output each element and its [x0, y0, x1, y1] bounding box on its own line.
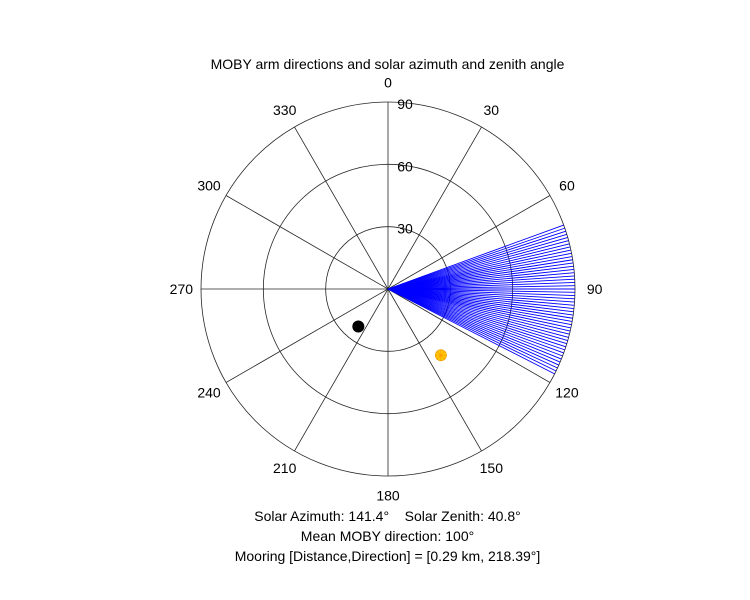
arm-line-11	[387, 259, 573, 290]
spoke-300	[225, 195, 389, 290]
arm-line-8	[387, 249, 572, 290]
arm-line-3	[387, 233, 567, 290]
arm-line-16	[387, 275, 575, 290]
arm-line-12	[387, 262, 574, 290]
arm-line-32	[387, 288, 572, 329]
spoke-60	[387, 195, 551, 290]
angle-label-30: 30	[484, 102, 500, 118]
angle-label-90: 90	[587, 281, 603, 297]
arm-line-25	[387, 288, 575, 306]
angle-label-270: 270	[170, 281, 194, 297]
angle-label-330: 330	[273, 102, 297, 118]
sun-marker	[434, 349, 447, 362]
arm-line-7	[387, 246, 571, 290]
angle-label-180: 180	[376, 488, 400, 504]
arm-line-1	[387, 227, 565, 290]
spoke-120	[387, 288, 551, 383]
arm-line-38	[387, 288, 566, 348]
spoke-210	[294, 288, 389, 452]
arm-line-14	[387, 269, 575, 290]
arm-line-13	[387, 265, 574, 290]
radius-label-30: 30	[397, 221, 413, 237]
radius-label-60: 60	[397, 158, 413, 174]
angle-label-240: 240	[197, 384, 221, 400]
arm-line-45	[387, 288, 558, 369]
arm-line-42	[387, 288, 562, 360]
angle-label-60: 60	[559, 178, 575, 194]
angle-label-0: 0	[384, 74, 392, 90]
arm-line-0	[387, 224, 564, 290]
arm-line-9	[387, 252, 572, 290]
arm-line-29	[387, 288, 573, 319]
arm-line-19	[387, 285, 575, 290]
arm-line-36	[387, 288, 568, 341]
arm-line-41	[387, 288, 563, 357]
arm-line-39	[387, 288, 565, 351]
arm-line-30	[387, 288, 573, 322]
arm-line-27	[387, 288, 574, 313]
mooring-caption: Mooring [Distance,Direction] = [0.29 km,…	[234, 548, 541, 564]
arm-line-2	[387, 230, 566, 290]
arm-line-35	[387, 288, 569, 338]
solar-caption: Solar Azimuth: 141.4° Solar Zenith: 40.8…	[254, 508, 521, 524]
angle-label-120: 120	[555, 384, 579, 400]
arm-line-5	[387, 240, 569, 290]
tick-labels: 0 30 60 90 120 150 180 210 240 270 300 330 30 60 90	[170, 74, 603, 503]
arm-line-6	[387, 243, 570, 290]
arm-line-37	[387, 288, 567, 345]
arm-line-33	[387, 288, 571, 332]
arm-directions	[387, 224, 575, 375]
spoke-330	[294, 126, 389, 290]
radius-label-90: 90	[397, 96, 413, 112]
arm-line-46	[387, 288, 557, 372]
arm-line-26	[387, 288, 575, 309]
arm-line-23	[387, 288, 575, 300]
moby-direction-caption: Mean MOBY direction: 100°	[300, 528, 475, 544]
angle-label-300: 300	[197, 178, 221, 194]
arm-line-43	[387, 288, 561, 363]
arm-line-24	[387, 288, 575, 303]
arm-line-15	[387, 272, 575, 290]
angle-label-150: 150	[480, 460, 504, 476]
arm-line-18	[387, 282, 575, 290]
arm-line-4	[387, 237, 568, 290]
spoke-150	[387, 288, 482, 452]
chart-title: MOBY arm directions and solar azimuth an…	[210, 56, 565, 72]
arm-line-47	[387, 288, 555, 375]
arm-line-21	[387, 288, 575, 293]
angle-label-210: 210	[273, 460, 297, 476]
markers	[352, 320, 447, 362]
spoke-30	[387, 126, 482, 290]
arm-line-31	[387, 288, 572, 326]
arm-line-44	[387, 288, 560, 366]
arm-line-28	[387, 288, 574, 316]
arm-line-34	[387, 288, 570, 335]
arm-line-22	[387, 288, 575, 296]
arm-line-40	[387, 288, 564, 354]
arm-line-10	[387, 256, 573, 290]
mooring-marker	[352, 320, 365, 333]
spoke-240	[225, 288, 389, 383]
arm-line-17	[387, 278, 575, 290]
